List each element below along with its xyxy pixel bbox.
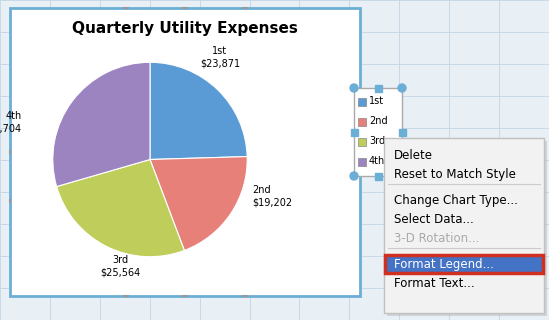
Text: 1st: 1st — [369, 97, 384, 107]
Text: 2nd: 2nd — [369, 116, 388, 126]
Text: Delete: Delete — [394, 149, 433, 162]
Circle shape — [398, 84, 406, 92]
FancyBboxPatch shape — [387, 141, 547, 316]
Text: 4th: 4th — [369, 156, 385, 166]
Text: 1st
$23,871: 1st $23,871 — [200, 46, 240, 68]
Wedge shape — [53, 62, 150, 187]
Text: 3rd
$25,564: 3rd $25,564 — [100, 255, 141, 278]
Wedge shape — [57, 159, 184, 257]
FancyBboxPatch shape — [350, 129, 357, 135]
Text: 3rd: 3rd — [369, 137, 385, 147]
FancyBboxPatch shape — [399, 129, 406, 135]
Circle shape — [398, 172, 406, 180]
Text: Quarterly Utility Expenses: Quarterly Utility Expenses — [72, 20, 298, 36]
FancyBboxPatch shape — [354, 88, 402, 176]
Text: Change Chart Type...: Change Chart Type... — [394, 194, 518, 207]
FancyBboxPatch shape — [358, 98, 366, 106]
FancyBboxPatch shape — [358, 158, 366, 166]
Text: Format Text...: Format Text... — [394, 277, 475, 290]
Circle shape — [350, 172, 358, 180]
Circle shape — [350, 84, 358, 92]
Text: 3-D Rotation...: 3-D Rotation... — [394, 232, 479, 245]
Wedge shape — [150, 62, 247, 159]
FancyBboxPatch shape — [384, 138, 544, 313]
FancyBboxPatch shape — [374, 172, 382, 180]
Text: Format Legend...: Format Legend... — [394, 258, 494, 271]
Text: Reset to Match Style: Reset to Match Style — [394, 168, 516, 181]
Text: Select Data...: Select Data... — [394, 213, 474, 226]
FancyBboxPatch shape — [374, 84, 382, 92]
Text: 4th
$28,704: 4th $28,704 — [0, 111, 22, 134]
FancyBboxPatch shape — [385, 255, 543, 273]
Text: 2nd
$19,202: 2nd $19,202 — [252, 185, 292, 208]
FancyBboxPatch shape — [358, 118, 366, 126]
Wedge shape — [150, 156, 247, 251]
FancyBboxPatch shape — [10, 8, 360, 296]
FancyBboxPatch shape — [358, 138, 366, 146]
